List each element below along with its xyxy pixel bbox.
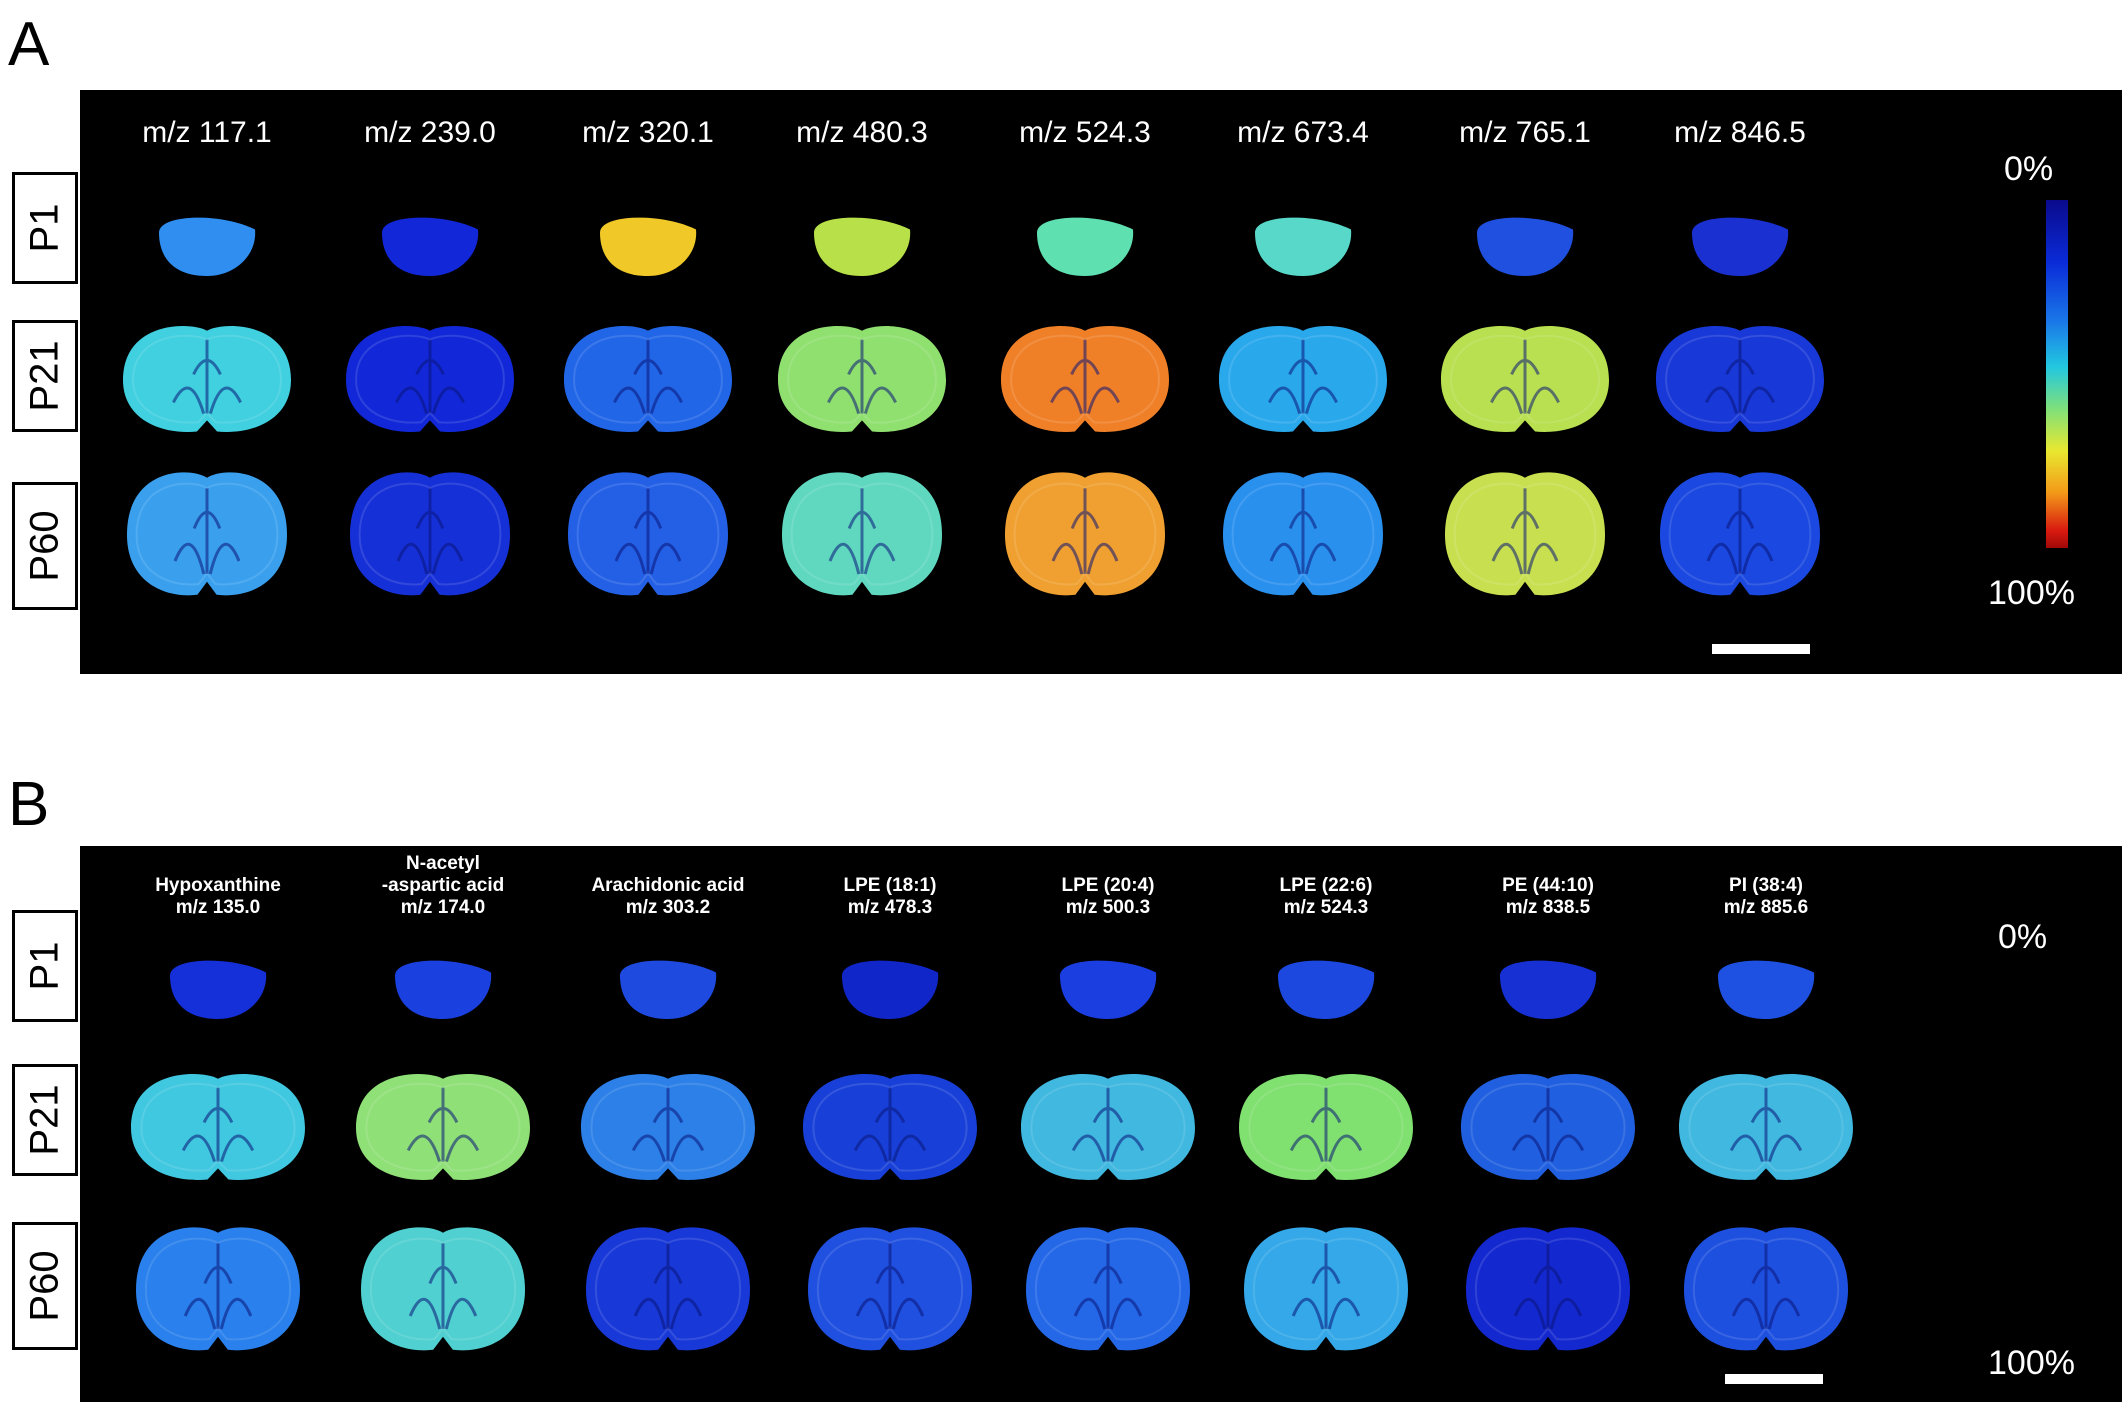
brain-section-image bbox=[600, 217, 697, 276]
brain-section-image bbox=[1477, 217, 1574, 276]
brain-section-image bbox=[136, 1227, 300, 1351]
column-title: N-acetyl -aspartic acid m/z 174.0 bbox=[313, 853, 573, 919]
brain-section-image bbox=[782, 472, 942, 596]
column-title: m/z 320.1 bbox=[582, 116, 714, 149]
brain-section-image bbox=[1466, 1227, 1630, 1351]
column-title-line: LPE (22:6) bbox=[1279, 875, 1373, 896]
row-label-p1: P1 bbox=[12, 910, 78, 1022]
column-title: m/z 765.1 bbox=[1459, 116, 1591, 149]
brain-section-image bbox=[1445, 472, 1605, 596]
brain-section-image bbox=[586, 1227, 750, 1351]
row-label-p60: P60 bbox=[12, 1222, 78, 1350]
column-title: m/z 117.1 bbox=[142, 116, 272, 149]
column-title-line: LPE (20:4) bbox=[1061, 875, 1155, 896]
column-title: LPE (18:1) m/z 478.3 bbox=[760, 875, 1020, 919]
column-title: Arachidonic acid m/z 303.2 bbox=[538, 875, 798, 919]
brain-section-image bbox=[361, 1227, 525, 1351]
brain-section-image bbox=[1244, 1227, 1408, 1351]
colorbar bbox=[2046, 200, 2068, 548]
brain-section-image bbox=[382, 217, 479, 276]
row-label-p1: P1 bbox=[12, 172, 78, 284]
column-title-line: Hypoxanthine bbox=[155, 875, 281, 896]
column-title-line: PE (44:10) bbox=[1502, 875, 1594, 896]
column-title-line: m/z 174.0 bbox=[400, 897, 486, 918]
brain-section-image bbox=[620, 960, 717, 1019]
column-title-line: PI (38:4) bbox=[1729, 875, 1803, 896]
brain-section-image bbox=[122, 326, 291, 432]
brain-section-image bbox=[350, 472, 510, 596]
brain-section-image bbox=[568, 472, 728, 596]
column-title-line: LPE (18:1) bbox=[843, 875, 937, 896]
scale-bar bbox=[1712, 644, 1810, 654]
brain-section-image bbox=[778, 326, 946, 432]
brain-section-image bbox=[1001, 326, 1169, 432]
brain-section-image bbox=[842, 960, 939, 1019]
column-title: LPE (20:4) m/z 500.3 bbox=[978, 875, 1238, 919]
brain-section-image bbox=[1026, 1227, 1190, 1351]
brain-section-image bbox=[170, 960, 267, 1019]
column-title: PE (44:10) m/z 838.5 bbox=[1418, 875, 1678, 919]
brain-section-image bbox=[356, 1074, 530, 1180]
brain-section-image bbox=[127, 472, 287, 596]
brain-section-image bbox=[1219, 326, 1387, 432]
brain-section-image bbox=[1684, 1227, 1848, 1351]
brain-section-image bbox=[346, 326, 514, 432]
column-title: m/z 846.5 bbox=[1674, 116, 1806, 149]
brain-section-image bbox=[808, 1227, 972, 1351]
row-label-p60: P60 bbox=[12, 482, 78, 610]
column-title-line: m/z 885.6 bbox=[1723, 897, 1809, 918]
column-title: m/z 673.4 bbox=[1237, 116, 1369, 149]
brain-section-image bbox=[159, 217, 256, 276]
brain-section-image bbox=[1679, 1074, 1853, 1180]
brain-section-image bbox=[1037, 217, 1134, 276]
column-title-line: -aspartic acid bbox=[381, 875, 505, 896]
brain-section-image bbox=[1461, 1074, 1635, 1180]
column-title: Hypoxanthine m/z 135.0 bbox=[88, 875, 348, 919]
scale-bar bbox=[1725, 1374, 1823, 1384]
column-title-line: m/z 838.5 bbox=[1505, 897, 1591, 918]
brain-section-image bbox=[1656, 326, 1824, 432]
brain-section-image bbox=[1255, 217, 1352, 276]
brain-section-image bbox=[1021, 1074, 1195, 1180]
panel-letter: A bbox=[8, 10, 50, 79]
column-title: m/z 524.3 bbox=[1019, 116, 1151, 149]
brain-section-image bbox=[1005, 472, 1165, 596]
column-title-line: m/z 524.3 bbox=[1283, 897, 1369, 918]
brain-section-image bbox=[1239, 1074, 1413, 1180]
brain-section-image bbox=[1718, 960, 1815, 1019]
brain-section-image bbox=[1223, 472, 1383, 596]
column-title: m/z 480.3 bbox=[796, 116, 928, 149]
colorbar-top-label: 0% bbox=[1998, 918, 2048, 956]
brain-section-image bbox=[803, 1074, 977, 1180]
brain-section-image bbox=[564, 326, 732, 432]
brain-section-image bbox=[1500, 960, 1597, 1019]
column-title-line: m/z 135.0 bbox=[175, 897, 261, 918]
brain-section-image bbox=[1660, 472, 1820, 596]
brain-section-image bbox=[1278, 960, 1375, 1019]
column-title-line: N-acetyl bbox=[406, 853, 480, 874]
colorbar-bottom-label: 100% bbox=[1988, 574, 2075, 612]
column-title-line: Arachidonic acid bbox=[591, 875, 745, 896]
row-label-p21: P21 bbox=[12, 1064, 78, 1176]
colorbar-top-label: 0% bbox=[2004, 150, 2054, 188]
colorbar-bottom-label: 100% bbox=[1988, 1344, 2075, 1382]
column-title: LPE (22:6) m/z 524.3 bbox=[1196, 875, 1456, 919]
panel-letter: B bbox=[8, 770, 50, 839]
brain-section-image bbox=[581, 1074, 755, 1180]
brain-section-image bbox=[1692, 217, 1789, 276]
row-label-p21: P21 bbox=[12, 320, 78, 432]
column-title: PI (38:4) m/z 885.6 bbox=[1636, 875, 1896, 919]
column-title-line: m/z 303.2 bbox=[625, 897, 711, 918]
column-title-line: m/z 500.3 bbox=[1065, 897, 1151, 918]
column-title: m/z 239.0 bbox=[364, 116, 496, 149]
brain-section-image bbox=[1060, 960, 1157, 1019]
brain-section-image bbox=[1441, 326, 1609, 432]
column-title-line: m/z 478.3 bbox=[847, 897, 933, 918]
brain-section-image bbox=[131, 1074, 305, 1180]
brain-section-image bbox=[395, 960, 492, 1019]
brain-section-image bbox=[814, 217, 911, 276]
